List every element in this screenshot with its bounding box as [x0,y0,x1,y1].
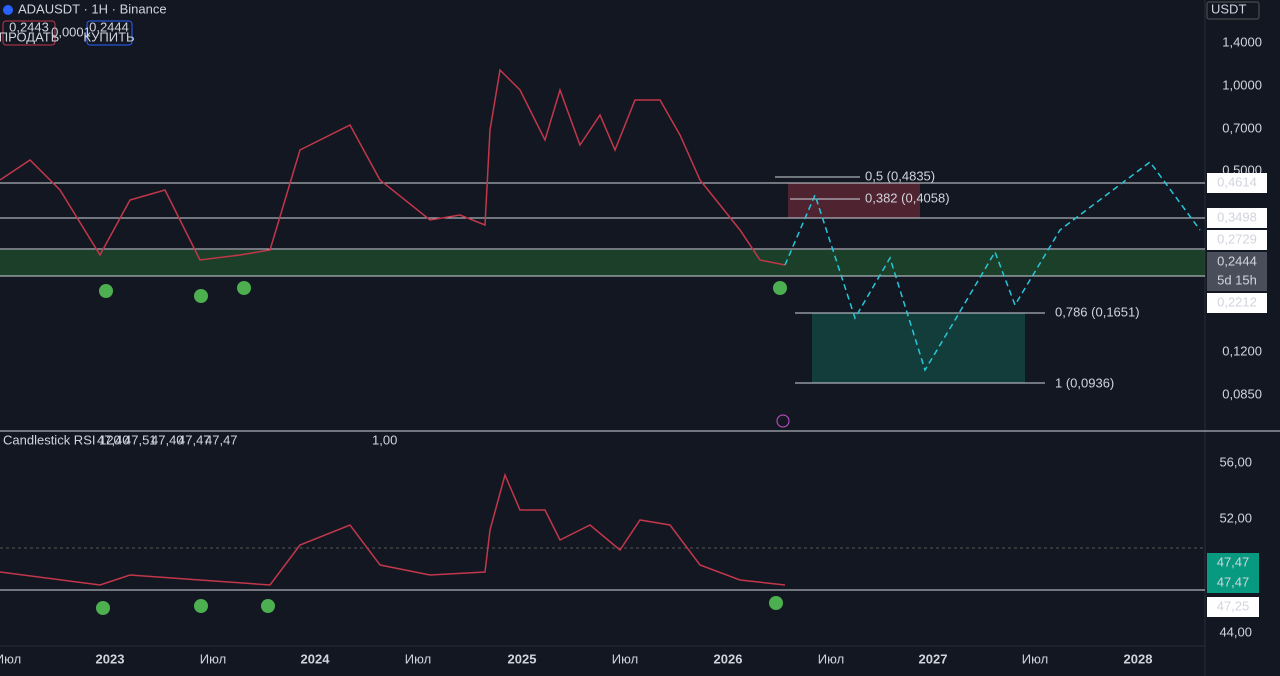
fib-label: 0,382 (0,4058) [865,190,950,205]
fib-label: 0,786 (0,1651) [1055,304,1140,319]
projection-path [784,160,1201,372]
event-icon [776,414,790,428]
time-label: 2024 [301,651,331,666]
buy-price: 0,2444 [89,19,129,34]
sell-label: ПРОДАТЬ [0,29,59,44]
rsi-tag-text: 47,47 [1217,574,1250,589]
price-tag [1207,208,1267,228]
rsi-path [0,472,786,586]
support-zone [0,250,1205,276]
symbol: ADAUSDT · 1H · Binance [18,1,167,16]
spread: 0,0001 [51,24,91,39]
price-tag-text: 0,3498 [1217,209,1257,224]
rsi-legend: 1,00 [372,432,397,447]
time-label: Июл [200,651,226,666]
rsi-tag-text: 47,25 [1217,598,1250,613]
red-zone [788,183,920,218]
rocket-icon [773,281,787,295]
time-label: 2026 [714,651,743,666]
rocket-icon [261,599,275,613]
price-tag [1207,293,1267,313]
rocket-icon [99,284,113,298]
time-label: Июл [612,651,638,666]
currency: USDT [1211,1,1246,16]
rsi-legend: 47,47 [178,432,211,447]
price-label: 0,0850 [1222,386,1262,401]
rsi-legend: 47,47 [205,432,238,447]
rsi-axis-label: 44,00 [1219,624,1252,639]
sell-button[interactable] [2,20,56,46]
rsi-tag [1207,573,1259,593]
time-label: Июл [0,651,21,666]
fib-label: 0,5 (0,4835) [865,168,935,183]
rsi-tag [1207,597,1259,617]
price-label: 0,7000 [1222,120,1262,135]
rocket-icon [769,596,783,610]
price-tag-text: 0,2444 [1217,253,1257,268]
price-tag-text: 5d 15h [1217,272,1257,287]
buy-label: КУПИТЬ [83,29,134,44]
price-path [0,68,786,266]
price-label: 0,1200 [1222,343,1262,358]
time-label: Июл [405,651,431,666]
rocket-icon [237,281,251,295]
price-tag [1207,173,1267,193]
price-tag [1207,252,1267,272]
time-label: 2027 [919,651,948,666]
rsi-legend: 47,40 [97,432,130,447]
time-label: 2028 [1124,651,1153,666]
rsi-tag [1207,553,1259,573]
rocket-icon [194,599,208,613]
time-label: Июл [818,651,844,666]
price-tag-text: 0,4614 [1217,174,1257,189]
price-label: 1,0000 [1222,77,1262,92]
currency-box[interactable] [1206,1,1260,20]
fib-label: 1 (0,0936) [1055,375,1114,390]
rsi-tag-text: 47,47 [1217,554,1250,569]
price-tag [1207,271,1267,291]
target-zone [812,313,1025,383]
rockets [96,281,787,615]
time-label: 2023 [96,651,125,666]
sell-price: 0,2443 [9,19,49,34]
rocket-icon [194,289,208,303]
price-tag-text: 0,2212 [1217,294,1257,309]
rocket-icon [96,601,110,615]
time-label: Июл [1022,651,1048,666]
time-label: 2025 [508,651,537,666]
rsi-legend: 47,40 [151,432,184,447]
rsi-axis-label: 52,00 [1219,510,1252,525]
price-tag-text: 0,2729 [1217,231,1257,246]
rsi-axis-label: 56,00 [1219,454,1252,469]
buy-button[interactable] [86,20,133,46]
price-label: 1,4000 [1222,34,1262,49]
price-tag [1207,230,1267,250]
symbol-icon [3,5,13,15]
rsi-title: Candlestick RSI 120 [3,432,121,447]
rsi-legend: 47,51 [124,432,157,447]
